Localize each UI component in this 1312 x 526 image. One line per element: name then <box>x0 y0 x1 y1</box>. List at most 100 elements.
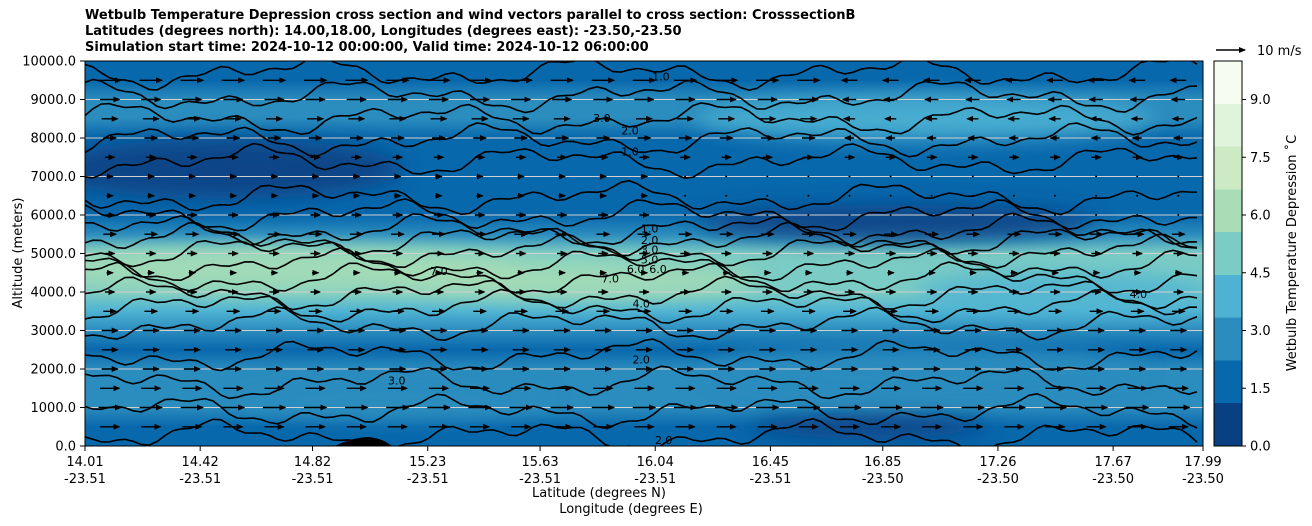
colorbar-tick-label: 1.5 <box>1250 382 1271 397</box>
contour-label: 7.0 <box>430 265 448 278</box>
chart-title-line-1: Wetbulb Temperature Depression cross sec… <box>85 8 856 23</box>
contour-label: 2.0 <box>621 124 639 137</box>
wind-vector <box>889 214 892 216</box>
y-tick-label: 5000.0 <box>31 247 77 262</box>
y-tick-label: 2000.0 <box>31 363 77 378</box>
contour-line <box>85 275 1198 311</box>
wind-vector <box>848 175 851 178</box>
wind-vector <box>1054 175 1056 178</box>
contour-line <box>85 365 1198 400</box>
wind-vector <box>1012 194 1015 197</box>
wind-vector <box>848 194 851 197</box>
contour-label: 1.0 <box>652 70 670 83</box>
y-axis-ticks: 0.0 1000.0 2000.0 3000.0 4000.0 5000.0 6000.0 7… <box>22 55 85 455</box>
x-tick-label-lon: -23.50 <box>1182 472 1224 487</box>
wind-vector <box>1054 214 1056 216</box>
colorbar-ticks: 0.0 1.5 3.0 4.5 6.0 7.5 9.0 <box>1242 93 1271 455</box>
y-tick-label: 8000.0 <box>31 132 77 147</box>
x-tick-label-lon: -23.51 <box>64 472 106 487</box>
wind-vector <box>1095 175 1098 178</box>
colorbar-tick-label: 4.5 <box>1250 266 1271 281</box>
contour-line <box>85 306 1198 342</box>
wind-vector <box>807 175 810 178</box>
x-tick-label-lon: -23.51 <box>292 472 334 487</box>
colorbar-tick-label: 6.0 <box>1250 209 1271 224</box>
contour-line <box>85 221 1198 257</box>
contour-line <box>85 122 1198 158</box>
colorbar-label: Wetbulb Temperature Depression ˚C <box>1284 135 1300 372</box>
wind-vector <box>930 214 933 216</box>
colorbar: 0.0 1.5 3.0 4.5 6.0 7.5 9.0 Wetbulb Temperatur… <box>1213 60 1300 455</box>
contour-line <box>85 78 1198 114</box>
contour-label: 4.0 <box>1130 288 1148 301</box>
x-tick-label-lat: 15.63 <box>521 455 558 470</box>
x-tick-label-lon: -23.51 <box>519 472 561 487</box>
contour-label: 3.0 <box>388 375 406 388</box>
contour-line <box>85 102 1198 136</box>
y-tick-label: 7000.0 <box>31 170 77 185</box>
y-tick-label: 9000.0 <box>31 93 77 108</box>
x-tick-label-lat: 17.99 <box>1184 455 1221 470</box>
wind-vector <box>1095 194 1098 197</box>
x-tick-label-lon: -23.50 <box>977 472 1019 487</box>
wind-vector <box>1136 214 1139 216</box>
contour-label: 2.0 <box>655 434 673 447</box>
wind-vector <box>684 194 687 197</box>
field-blob <box>696 204 1097 241</box>
colorbar-tick-label: 3.0 <box>1250 324 1271 339</box>
contour-line <box>85 179 1198 216</box>
contour-line <box>85 246 1198 282</box>
contour-label: 2.0 <box>641 234 659 247</box>
wind-vector <box>1095 214 1098 216</box>
contour-line <box>85 232 1198 269</box>
wind-vector <box>766 214 769 216</box>
wind-vector <box>1012 175 1015 178</box>
wind-vectors <box>98 77 1191 430</box>
y-tick-label: 4000.0 <box>31 286 77 301</box>
contour-line <box>85 142 1198 180</box>
wind-vector <box>1136 194 1139 197</box>
y-tick-label: 3000.0 <box>31 324 77 339</box>
x-axis-label-longitude: Longitude (degrees E) <box>559 502 703 517</box>
quiver-key: 10 m/s <box>1216 44 1302 59</box>
contour-label: 6.0 <box>649 263 667 276</box>
x-tick-label-lon: -23.51 <box>749 472 791 487</box>
contour-label: 1.0 <box>621 146 639 159</box>
colorbar-tick-label: 7.5 <box>1250 151 1271 166</box>
wind-vector <box>684 175 687 178</box>
contour-line <box>85 261 1198 294</box>
x-tick-label-lon: -23.51 <box>634 472 676 487</box>
wind-vector <box>1054 194 1056 197</box>
colorbar-tick-label: 9.0 <box>1250 93 1271 108</box>
wind-vector <box>1012 214 1015 216</box>
field-blob <box>359 262 760 299</box>
wind-vector <box>930 175 933 178</box>
contour-line <box>85 212 1198 247</box>
y-tick-label: 1000.0 <box>31 401 77 416</box>
contour-label: 6.0 <box>627 263 645 276</box>
x-tick-label-lat: 17.67 <box>1095 455 1132 470</box>
wind-vector <box>930 194 933 197</box>
x-axis-ticks: 14.01 -23.51 14.42 -23.51 14.82 -23.51 15.23 -2… <box>64 446 1224 487</box>
x-axis-label-latitude: Latitude (degrees N) <box>532 486 666 501</box>
wind-vector <box>971 194 974 197</box>
x-tick-label-lat: 15.23 <box>409 455 446 470</box>
wind-vector <box>766 194 769 197</box>
wind-vector <box>889 175 892 178</box>
wind-vector <box>971 214 974 216</box>
wind-vector <box>766 175 769 178</box>
wind-vector <box>1136 175 1139 178</box>
wind-vector <box>1177 194 1180 197</box>
wind-vector <box>807 194 810 197</box>
y-tick-label: 0.0 <box>55 440 76 455</box>
chart-title-line-2: Latitudes (degrees north): 14.00,18.00, … <box>85 24 682 39</box>
wind-vector <box>848 214 851 216</box>
contour-label: 2.0 <box>632 353 650 366</box>
field-blob <box>85 138 403 199</box>
contour-label: 5.0 <box>641 253 659 266</box>
wind-vector <box>725 194 728 197</box>
x-tick-label-lat: 17.26 <box>979 455 1016 470</box>
contour-line <box>85 198 1197 232</box>
